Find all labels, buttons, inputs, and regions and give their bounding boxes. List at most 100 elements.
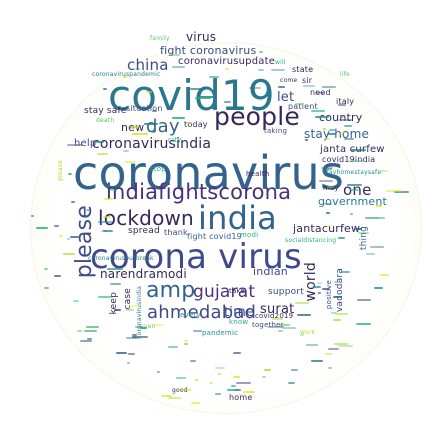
word-today: today — [184, 120, 208, 129]
word-fragment — [215, 366, 226, 369]
word-home: home — [229, 393, 253, 402]
word-coronavirus: coronavirus — [73, 146, 345, 200]
word-fragment — [233, 376, 241, 379]
word-thank: thank — [164, 228, 188, 237]
word-fragment — [340, 116, 344, 119]
word-narendramodi: narendramodi — [100, 267, 187, 281]
word-fragment — [314, 91, 325, 94]
word-fragment — [103, 229, 114, 232]
word-socialdistancing: socialdistancing — [285, 237, 337, 244]
word-fragment — [160, 394, 172, 397]
word-fragment — [357, 299, 372, 302]
word-fragment — [317, 282, 323, 285]
word-fragment — [127, 353, 135, 356]
word-fragment — [83, 329, 97, 332]
word-taking: taking — [264, 127, 288, 135]
word-fragment — [295, 302, 310, 305]
word-fragment — [315, 115, 330, 118]
word-fragment — [278, 86, 286, 89]
word-fragment — [270, 69, 285, 71]
word-fragment — [98, 295, 112, 298]
word-fragment — [321, 86, 336, 88]
word-fragment — [232, 351, 241, 354]
word-fragment — [77, 329, 83, 332]
word-fragment — [324, 352, 332, 355]
word-fragment — [143, 123, 158, 126]
word-fragment — [300, 333, 305, 336]
word-fragment — [325, 211, 330, 214]
word-fragment — [328, 367, 333, 370]
word-fragment — [171, 116, 185, 119]
word-fragment — [70, 235, 80, 238]
word-fragment — [176, 377, 187, 380]
word-fragment — [192, 330, 202, 333]
word-lockdown: lockdown — [98, 206, 194, 230]
word-fragment — [125, 336, 138, 339]
word-fragment — [267, 325, 284, 328]
word-fragment — [236, 381, 252, 384]
word-fragment — [331, 312, 338, 315]
word-fragment — [106, 267, 123, 270]
word-fragment — [168, 396, 182, 399]
word-fragment — [262, 375, 267, 378]
word-covid2019: covid2019 — [255, 312, 294, 320]
word-fragment — [110, 283, 122, 286]
word-fragment — [370, 245, 385, 248]
word-pandemic: pandemic — [202, 329, 239, 337]
word-corona-virus: corona virus — [90, 237, 302, 277]
word-fragment — [320, 166, 333, 169]
word-fragment — [110, 189, 118, 192]
word-state: state — [292, 65, 314, 74]
word-fragment — [355, 323, 371, 326]
word-india: india — [198, 199, 277, 237]
word-coronavirusupdate: coronavirusupdate — [178, 56, 276, 67]
word-fragment — [102, 216, 111, 218]
word-fragment — [259, 51, 264, 54]
word-city: city — [168, 136, 182, 144]
word-need: need — [310, 88, 331, 97]
word-surat: surat — [260, 302, 295, 317]
word-modi: modi — [240, 231, 259, 239]
word-support: support — [268, 287, 304, 297]
word-fragment — [343, 124, 352, 127]
word-every: every — [180, 311, 201, 319]
word-fragment — [189, 88, 205, 90]
word-time: time — [224, 305, 255, 320]
word-fragment — [296, 313, 311, 316]
word-fragment — [152, 110, 157, 113]
word-fragment — [132, 333, 138, 336]
word-fragment — [131, 133, 148, 136]
word-fragment — [209, 76, 220, 79]
word-fragment — [328, 347, 340, 350]
word-fragment — [63, 252, 76, 255]
word-even: even — [140, 323, 156, 330]
word-fragment — [343, 137, 354, 140]
word-fragment — [338, 344, 354, 347]
word-fragment — [209, 382, 214, 384]
word-family: family — [150, 35, 170, 42]
word-let: let — [277, 90, 295, 105]
word-fragment — [338, 236, 346, 239]
word-fragment — [333, 343, 348, 346]
word-patient: patient — [288, 102, 318, 111]
word-fragment — [366, 252, 376, 255]
word-fragment — [348, 160, 364, 163]
word-fragment — [122, 75, 127, 78]
word-fragment — [272, 317, 284, 320]
word-indian: indian — [253, 265, 288, 278]
word-fragment — [183, 339, 188, 342]
word-fragment — [153, 137, 157, 140]
word-fragment — [226, 388, 238, 391]
word-coronaviruspandemic: coronaviruspandemic — [92, 71, 161, 78]
word-covid19india: covid19india — [322, 155, 376, 164]
word-fragment — [171, 65, 185, 68]
word-china: china — [127, 56, 169, 74]
word-people: people — [214, 102, 300, 131]
word-fragment — [365, 217, 381, 220]
word-fragment — [305, 343, 318, 346]
word-fragment — [71, 201, 76, 203]
word-fragment — [96, 141, 105, 144]
word-ahmedabad: ahmedabad — [147, 302, 257, 323]
word-fragment — [85, 325, 99, 328]
word-indiafightscorona: indiafightscorona — [106, 180, 292, 204]
